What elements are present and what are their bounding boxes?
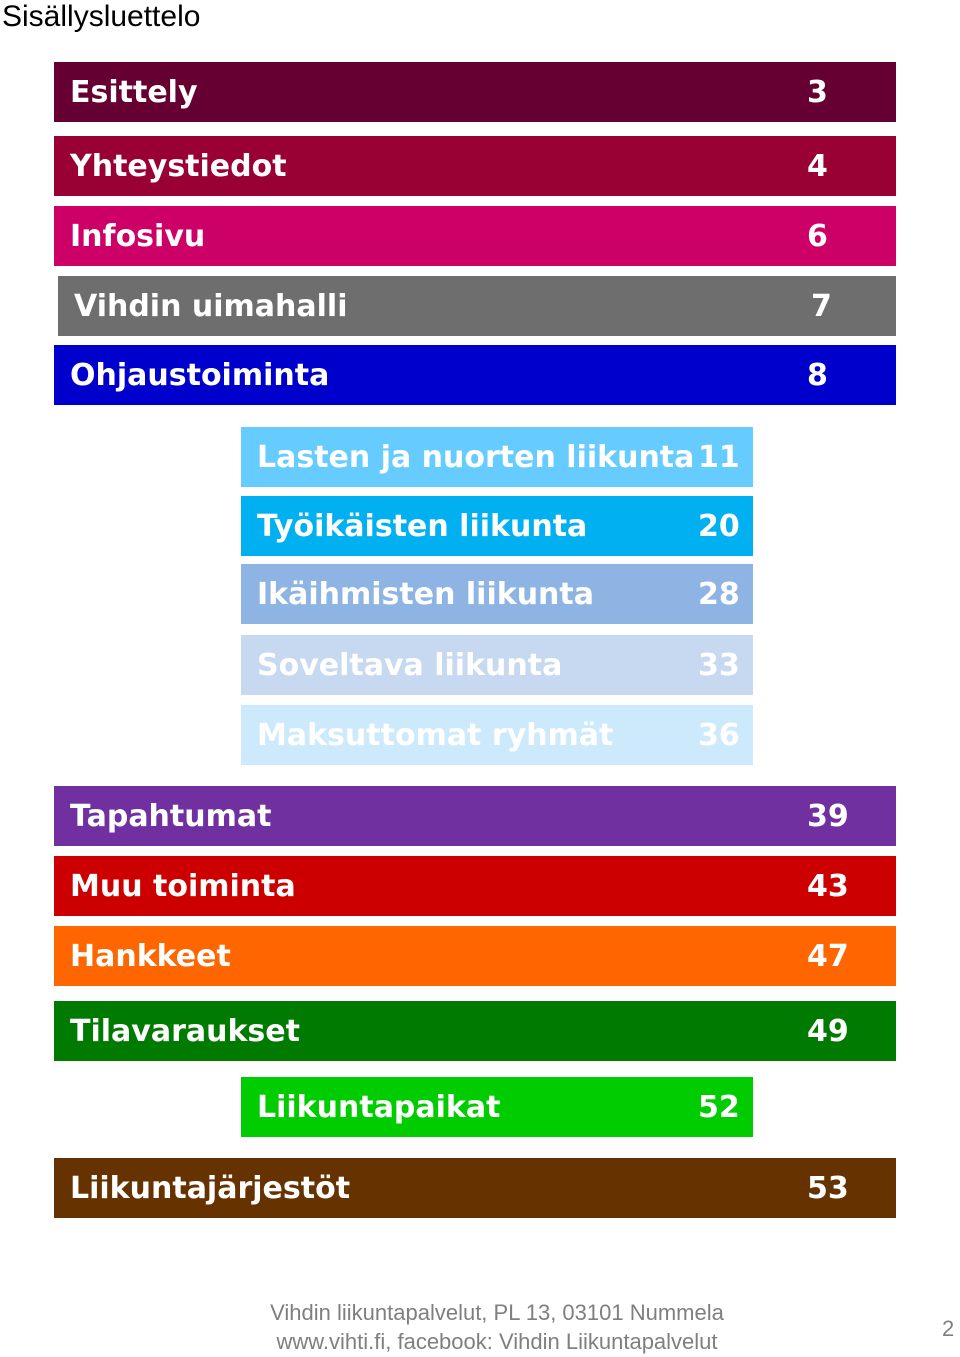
toc-item-page: 52 [698, 1089, 740, 1125]
toc-item-esittely[interactable]: Esittely 3 [54, 62, 896, 122]
toc-item-label: Vihdin uimahalli [74, 288, 348, 324]
toc-item-page: 11 [698, 439, 740, 475]
toc-item-label: Ikäihmisten liikunta [257, 576, 594, 612]
toc-item-label: Muu toiminta [70, 868, 296, 904]
toc-item-label: Liikuntapaikat [257, 1089, 501, 1125]
toc-item-page: 6 [807, 218, 828, 254]
toc-item-ohjaustoiminta[interactable]: Ohjaustoiminta 8 [54, 345, 896, 405]
toc-item-page: 49 [807, 1013, 849, 1049]
toc-item-page: 20 [698, 508, 740, 544]
toc-item-label: Yhteystiedot [70, 148, 287, 184]
toc-subitem-soveltava-liikunta[interactable]: Soveltava liikunta 33 [241, 635, 753, 695]
page-title: Sisällysluettelo [2, 0, 201, 33]
toc-item-label: Esittely [70, 74, 198, 110]
toc-item-label: Infosivu [70, 218, 206, 254]
toc-item-page: 33 [698, 647, 740, 683]
toc-item-label: Työikäisten liikunta [257, 508, 588, 544]
toc-item-page: 53 [807, 1170, 849, 1206]
toc-subitem-liikuntapaikat[interactable]: Liikuntapaikat 52 [241, 1077, 753, 1137]
toc-item-liikuntajarjestot[interactable]: Liikuntajärjestöt 53 [54, 1158, 896, 1218]
toc-subitem-maksuttomat-ryhmat[interactable]: Maksuttomat ryhmät 36 [241, 705, 753, 765]
toc-item-tilavaraukset[interactable]: Tilavaraukset 49 [54, 1001, 896, 1061]
toc-item-label: Soveltava liikunta [257, 647, 563, 683]
toc-item-page: 28 [698, 576, 740, 612]
toc-item-page: 8 [807, 357, 828, 393]
toc-item-tapahtumat[interactable]: Tapahtumat 39 [54, 786, 896, 846]
footer: Vihdin liikuntapalvelut, PL 13, 03101 Nu… [0, 1298, 960, 1356]
toc-item-label: Maksuttomat ryhmät [257, 717, 614, 753]
footer-links: www.vihti.fi, facebook: Vihdin Liikuntap… [276, 1329, 718, 1354]
toc-item-label: Liikuntajärjestöt [70, 1170, 351, 1206]
toc-item-hankkeet[interactable]: Hankkeet 47 [54, 926, 896, 986]
footer-address: Vihdin liikuntapalvelut, PL 13, 03101 Nu… [270, 1300, 724, 1325]
toc-subitem-lasten-ja-nuorten-liikunta[interactable]: Lasten ja nuorten liikunta 11 [241, 427, 753, 487]
toc-item-page: 4 [807, 148, 828, 184]
toc-item-page: 47 [807, 938, 849, 974]
toc-item-muu-toiminta[interactable]: Muu toiminta 43 [54, 856, 896, 916]
toc-item-infosivu[interactable]: Infosivu 6 [54, 206, 896, 266]
toc-item-page: 7 [811, 288, 832, 324]
toc-item-page: 3 [807, 74, 828, 110]
toc-item-label: Ohjaustoiminta [70, 357, 330, 393]
toc-item-label: Tilavaraukset [70, 1013, 300, 1049]
toc-item-label: Hankkeet [70, 938, 231, 974]
toc-item-vihdin-uimahalli[interactable]: Vihdin uimahalli 7 [58, 276, 896, 336]
toc-item-page: 43 [807, 868, 849, 904]
toc-item-label: Lasten ja nuorten liikunta [257, 439, 695, 475]
toc-item-page: 36 [698, 717, 740, 753]
toc-item-yhteystiedot[interactable]: Yhteystiedot 4 [54, 136, 896, 196]
page-number: 2 [942, 1316, 955, 1341]
toc-subitem-ikaihmisten-liikunta[interactable]: Ikäihmisten liikunta 28 [241, 564, 753, 624]
toc-item-page: 39 [807, 798, 849, 834]
toc-subitem-tyoikaisten-liikunta[interactable]: Työikäisten liikunta 20 [241, 496, 753, 556]
toc-item-label: Tapahtumat [70, 798, 272, 834]
